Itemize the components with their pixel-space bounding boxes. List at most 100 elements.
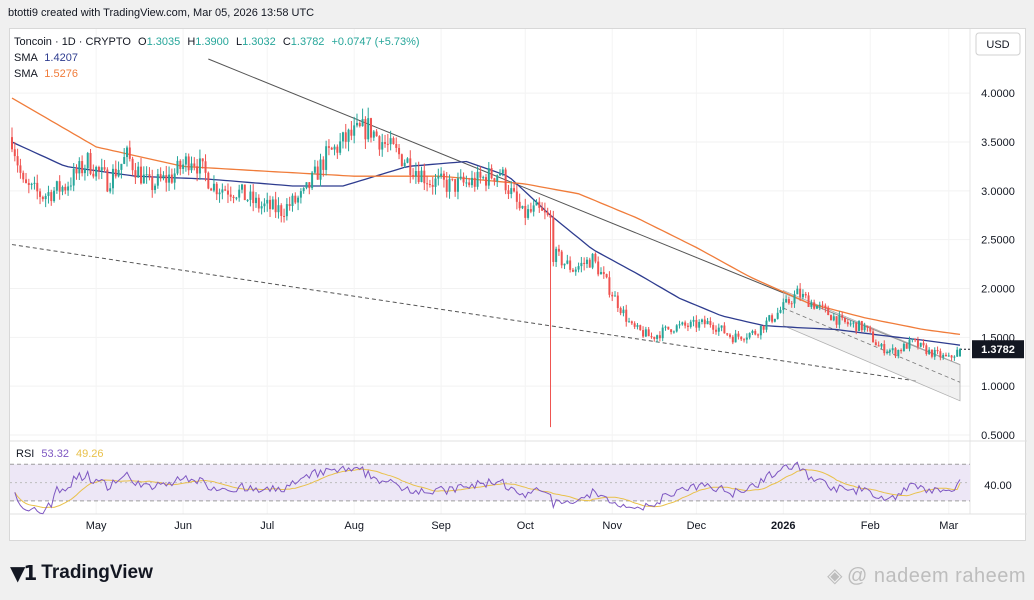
low-value: 1.3032: [242, 36, 276, 48]
candle-body: [950, 355, 953, 358]
candle-body: [619, 308, 622, 314]
candle-body: [409, 158, 412, 176]
candle-body: [69, 185, 72, 187]
candle-body: [344, 132, 347, 142]
candle-body: [608, 277, 611, 295]
price-tick-label: 4.0000: [981, 88, 1015, 100]
candle-body: [658, 335, 661, 339]
candle-body: [131, 158, 134, 171]
candle-body: [628, 321, 631, 323]
candle-body: [827, 307, 830, 316]
price-tick-label: 1.0000: [981, 381, 1015, 393]
candle-body: [900, 349, 903, 352]
candle-body: [852, 322, 855, 324]
price-chart-svg[interactable]: 4.00003.50003.00002.50002.00001.50001.00…: [10, 29, 1027, 542]
candle-body: [933, 349, 936, 357]
symbol-legend: Toncoin · 1D · CRYPTO O1.3035 H1.3900 L1…: [14, 36, 420, 80]
candle-body: [190, 163, 193, 171]
candle-body: [700, 319, 703, 322]
candle-body: [384, 142, 387, 144]
currency-button[interactable]: USD: [975, 32, 1021, 56]
candle-body: [490, 168, 493, 179]
candle-body: [370, 118, 373, 138]
candle-body: [731, 336, 734, 343]
candle-body: [280, 205, 283, 216]
candle-body: [821, 304, 824, 306]
candle-body: [650, 336, 653, 338]
candle-body: [364, 119, 367, 140]
rsi-pane: [10, 461, 970, 515]
candle-body: [583, 262, 586, 264]
candle-body: [201, 158, 204, 162]
candle-body: [196, 166, 199, 174]
candle-body: [302, 188, 305, 192]
candle-body: [114, 168, 117, 177]
candle-body: [759, 325, 762, 336]
candle-body: [563, 263, 566, 266]
candle-body: [894, 348, 897, 357]
falling-channel: [782, 289, 961, 402]
candle-body: [386, 143, 389, 145]
candle-body: [919, 342, 922, 347]
candle-body: [740, 336, 743, 340]
candle-body: [176, 160, 179, 174]
chart-panel[interactable]: 4.0000 3.5000 3.0000 2.5000 2.0000 1.5000 1.00…: [9, 28, 1027, 542]
change-value: +0.0747 (+5.73%): [332, 36, 420, 48]
candle-body: [465, 182, 468, 184]
candle-body: [529, 209, 532, 212]
candle-body: [513, 188, 516, 192]
candle-body: [787, 299, 790, 304]
candle-body: [527, 209, 530, 218]
candle-body: [782, 302, 785, 310]
time-axis[interactable]: May Jun Jul Aug Sep Oct Nov Dec 2026 Feb Mar: [86, 520, 959, 532]
candle-body: [89, 153, 92, 174]
candle-body: [557, 248, 560, 252]
candle-body: [908, 339, 911, 349]
top-caption-bar: btotti9 created with TradingView.com, Ma…: [0, 0, 1034, 28]
candle-body: [543, 210, 546, 213]
candle-body: [936, 349, 939, 352]
candle-body: [322, 159, 325, 170]
candle-body: [611, 294, 614, 297]
trendline-drawings[interactable]: [11, 58, 972, 402]
candle-body: [681, 322, 684, 325]
candle-body: [911, 338, 914, 340]
candle-body: [757, 334, 760, 336]
candle-body: [339, 141, 342, 153]
rsi-legend: RSI 53.32 49.26: [16, 448, 104, 460]
candle-body: [518, 201, 521, 209]
candle-body: [939, 351, 942, 358]
candle-body: [313, 166, 316, 173]
candle-body: [156, 174, 159, 186]
candle-body: [538, 201, 541, 208]
candle-body: [897, 349, 900, 357]
candle-body: [111, 168, 114, 189]
candle-body: [367, 118, 370, 140]
candle-body: [622, 309, 625, 314]
candle-body: [378, 136, 381, 150]
candle-body: [260, 206, 263, 209]
candle-body: [355, 122, 358, 126]
candle-body: [684, 322, 687, 326]
price-tick-label: 0.5000: [981, 430, 1015, 442]
sma1-value: 1.4207: [44, 52, 78, 64]
candle-body: [406, 158, 409, 163]
rsi-ma-value: 49.26: [76, 448, 104, 460]
candle-body: [726, 333, 729, 335]
candle-body: [347, 129, 350, 142]
candle-body: [944, 354, 947, 357]
candle-body: [956, 349, 959, 357]
price-axis[interactable]: 4.00003.50003.00002.50002.00001.50001.00…: [972, 88, 1024, 442]
candle-body: [266, 199, 269, 204]
time-tick-label: Jun: [174, 520, 192, 532]
candle-body: [285, 204, 288, 217]
candle-body: [92, 173, 95, 177]
candle-body: [869, 327, 872, 332]
candle-body: [142, 174, 145, 184]
close-value: 1.3782: [291, 36, 325, 48]
candle-body: [271, 199, 274, 210]
candle-body: [39, 191, 42, 197]
candle-body: [120, 163, 123, 170]
tradingview-logo[interactable]: ▼1 TradingView: [10, 561, 153, 585]
candle-body: [773, 318, 776, 322]
